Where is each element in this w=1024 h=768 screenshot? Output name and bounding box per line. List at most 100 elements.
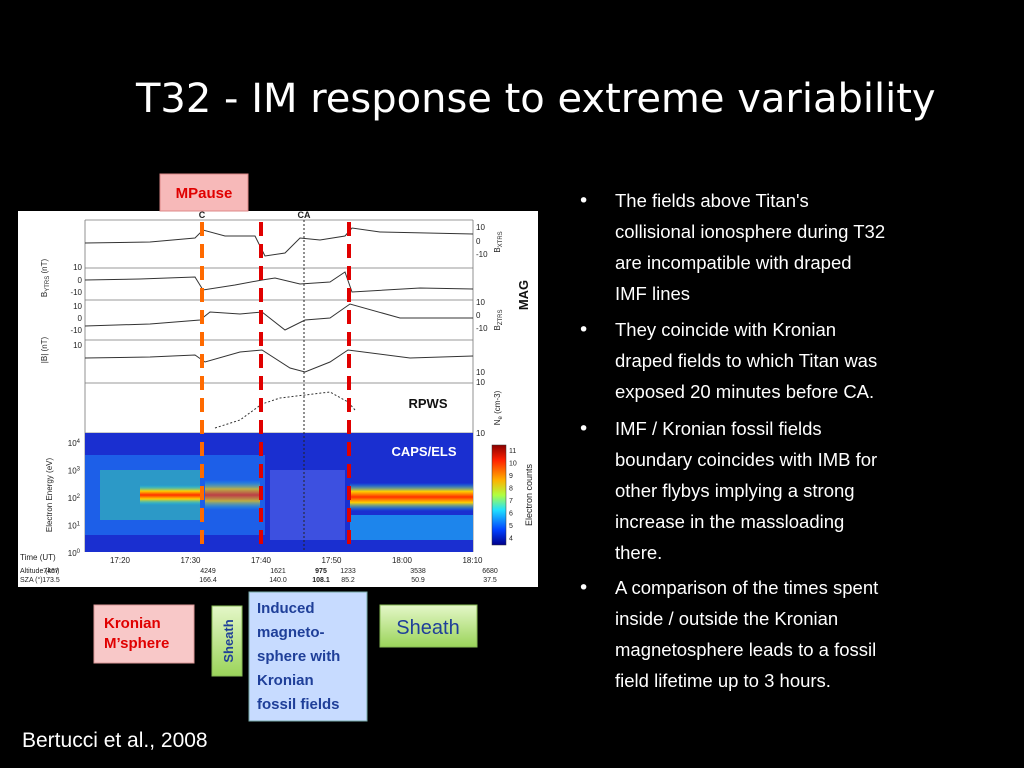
colorbar-tick-label: 7 (509, 498, 513, 505)
sheath-vertical-label: Sheath (221, 619, 236, 662)
axis-label: BZTRS (493, 309, 504, 330)
spectrogram-texture (350, 483, 473, 511)
axis-label-unit: (cm-3) (493, 390, 502, 416)
tick-base: 10 (68, 494, 77, 503)
bullet-symbol: • (578, 418, 589, 440)
tick-base: 10 (68, 522, 77, 531)
axis-label-main: B (493, 325, 502, 330)
time-label: 18:10 (462, 556, 483, 565)
time-label: 17:20 (110, 556, 131, 565)
tick-exponent: 2 (77, 494, 81, 500)
boundary-lines (200, 222, 351, 552)
tick-label: 0 (78, 276, 83, 285)
bullet-text: draped fields to which Titan was (615, 350, 877, 371)
axis-label-main: |B| (40, 354, 49, 364)
altitude-value: 975 (315, 568, 327, 575)
colorbar (491, 444, 507, 546)
sza-value: 108.1 (312, 577, 330, 584)
axis-label-unit: Energy (eV) (45, 458, 54, 503)
mpause-box (159, 173, 249, 212)
bullet-text: boundary coincides with IMB for (615, 449, 877, 470)
axis-label-unit: (nT) (40, 259, 49, 276)
sheath-label: Sheath (396, 617, 459, 639)
bullet-text: They coincide with Kronian (615, 319, 836, 340)
bullet-text: IMF lines (615, 283, 690, 304)
axis-label-sub: YTRS (45, 276, 51, 292)
bullet-text: collisional ionosphere during T32 (615, 221, 885, 242)
row-label: Altitude (km) (20, 568, 59, 575)
tick-label: 100 (68, 549, 81, 558)
sza-value: 173.5 (42, 577, 60, 584)
axis-label-sub: e (498, 415, 504, 419)
induced-label: Induced (257, 600, 315, 617)
spectrogram-texture (140, 485, 200, 505)
tick-label: 0 (476, 237, 481, 246)
axis-label-sub: XTRS (498, 231, 504, 247)
time-label: 18:00 (392, 556, 413, 565)
boundary-label: CA (298, 210, 311, 220)
spectrogram-texture (270, 470, 345, 540)
sza-value: 85.2 (341, 577, 355, 584)
sheath-box (379, 604, 478, 648)
tick-label: 0 (476, 311, 481, 320)
axis-label-unit: (nT) (40, 336, 49, 353)
panel-label: RPWS (409, 396, 448, 411)
figure (18, 211, 538, 587)
tick-label: 10 (476, 368, 485, 377)
altitude-value: 4249 (200, 568, 216, 575)
altitude-value: 1621 (270, 568, 286, 575)
tick-label: 10 (476, 223, 485, 232)
colorbar-tick-label: 9 (509, 473, 513, 480)
altitude-value: 1233 (340, 568, 356, 575)
axis-label: BYTRS (nT) (40, 259, 51, 298)
tick-exponent: 1 (77, 522, 81, 528)
tick-label: 10 (73, 341, 82, 350)
colorbar-tick-label: 8 (509, 486, 513, 493)
kronian-label: M’sphere (104, 635, 169, 652)
panel-label: CAPS/ELS (391, 444, 456, 459)
sza-value: 37.5 (483, 577, 497, 584)
tick-base: 10 (68, 549, 77, 558)
panel-label: MAG (516, 280, 531, 310)
axis-label: Electron Energy (eV) (45, 458, 54, 533)
tick-label: 10 (73, 302, 82, 311)
altitude-value: 6680 (482, 568, 498, 575)
axis-label: BXTRS (493, 231, 504, 252)
tick-label: -10 (70, 288, 82, 297)
tick-label: 104 (68, 439, 81, 448)
bullet-text: magnetosphere leads to a fossil (615, 639, 876, 660)
bullet-text: are incompatible with draped (615, 252, 852, 273)
tick-label: 10 (476, 378, 485, 387)
tick-label: -10 (476, 250, 488, 259)
row-label: SZA (°) (20, 576, 43, 584)
colorbar-label: Electron counts (524, 463, 534, 526)
kronian-box (93, 604, 195, 664)
tick-label: 101 (68, 522, 81, 531)
sheath-vertical-box (211, 605, 243, 677)
tick-base: 10 (68, 439, 77, 448)
bullet-text: The fields above Titan's (615, 190, 809, 211)
induced-label: magneto- (257, 624, 325, 641)
altitude-value: 7467 (43, 568, 59, 575)
axis-label-sub: ZTRS (498, 309, 504, 325)
tick-label: 103 (68, 467, 81, 476)
tick-label: 10 (476, 298, 485, 307)
bullet-text: IMF / Kronian fossil fields (615, 418, 822, 439)
induced-label: fossil fields (257, 696, 340, 713)
tick-label: -10 (476, 324, 488, 333)
citation: Bertucci et al., 2008 (22, 729, 208, 752)
tick-exponent: 4 (77, 439, 81, 445)
tick-label: 102 (68, 494, 81, 503)
bullet-text: other flybys implying a strong (615, 480, 855, 501)
colorbar-tick-label: 11 (509, 448, 516, 455)
tick-exponent: 3 (77, 467, 81, 473)
tick-label: 0 (78, 314, 83, 323)
bullet-text: field lifetime up to 3 hours. (615, 670, 831, 691)
tick-label: -10 (70, 326, 82, 335)
bullet-text: there. (615, 542, 662, 563)
time-label: 17:50 (321, 556, 342, 565)
axis-label-main: B (493, 247, 502, 252)
altitude-value: 3538 (410, 568, 426, 575)
colorbar-tick-label: 6 (509, 511, 513, 518)
